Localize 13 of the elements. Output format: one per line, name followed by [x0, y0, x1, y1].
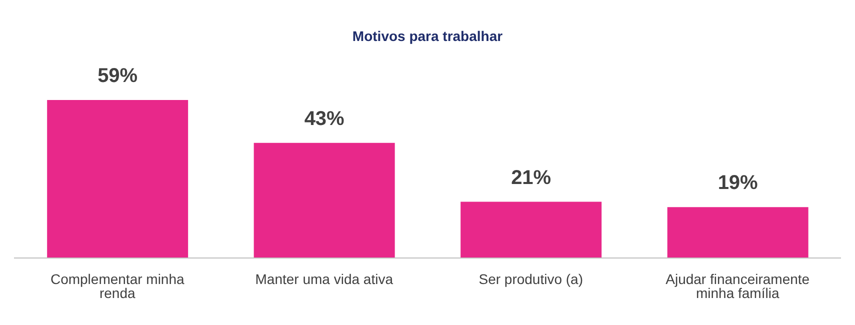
x-tick-label: Ajudar financeiramente minha família	[666, 270, 810, 301]
data-label: 43%	[304, 108, 345, 130]
x-tick-label: Ser produtivo (a)	[478, 270, 584, 287]
data-label: 59%	[98, 65, 138, 87]
x-tick-label: Complementar minha renda	[50, 270, 184, 301]
data-label: 21%	[511, 166, 552, 189]
bar	[47, 100, 188, 258]
bar	[667, 207, 808, 258]
chart-title: Motivos para trabalhar	[351, 28, 504, 44]
data-label: 19%	[718, 172, 758, 194]
bar	[254, 142, 395, 258]
bar	[460, 202, 602, 258]
x-tick-label: Manter uma vida ativa	[255, 270, 394, 287]
